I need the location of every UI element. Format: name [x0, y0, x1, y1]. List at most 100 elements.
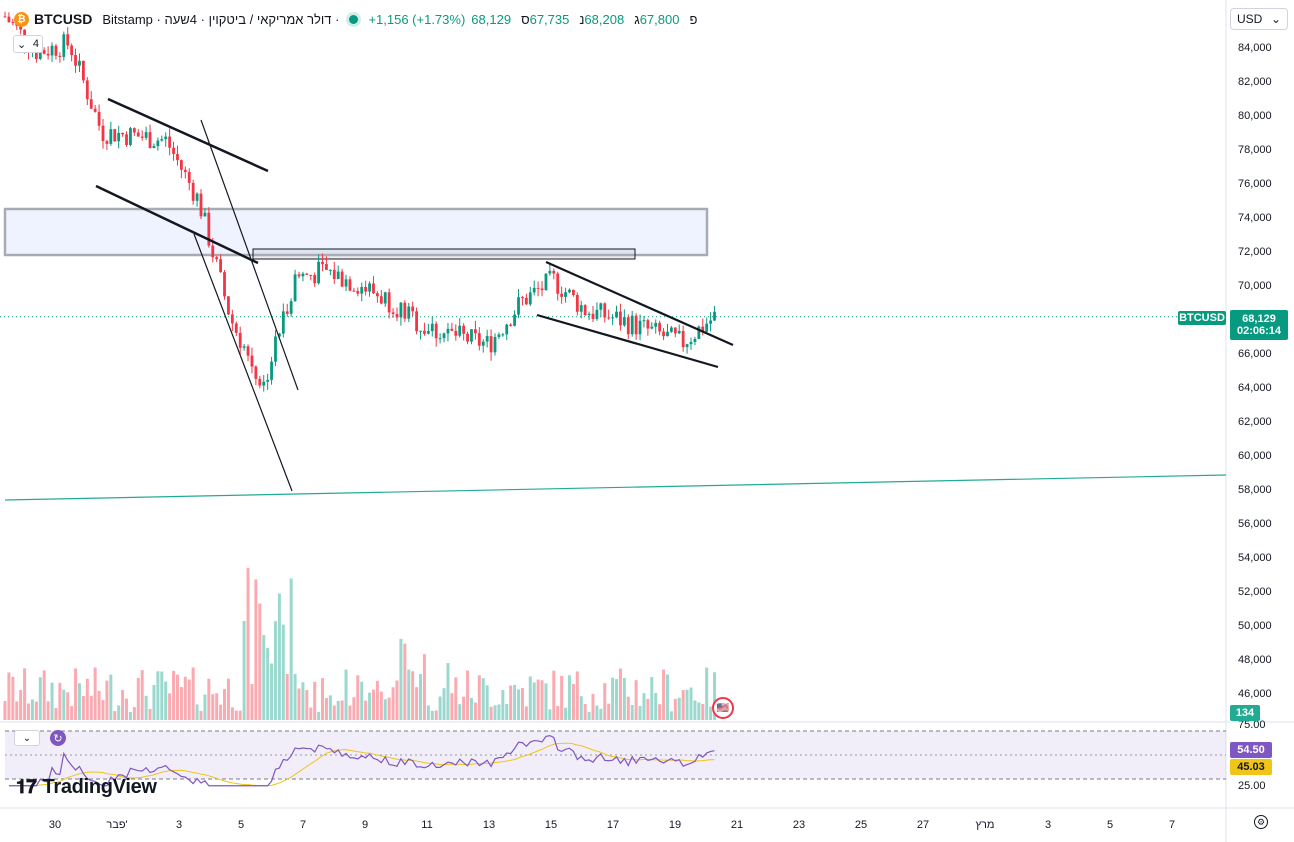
candle-body — [266, 379, 270, 382]
candle-body — [579, 305, 583, 312]
bar-countdown: 02:06:14 — [1236, 325, 1282, 337]
candle-body — [340, 271, 344, 287]
candle-body — [689, 341, 693, 345]
candle-body — [713, 311, 716, 321]
candle-body — [548, 270, 552, 274]
volume-bar — [548, 709, 552, 720]
symbol-name[interactable]: BTCUSD — [34, 11, 93, 27]
refresh-icon[interactable]: ↻ — [50, 730, 66, 746]
volume-bar — [113, 711, 117, 720]
candle-body — [285, 311, 289, 314]
candle-body — [642, 320, 646, 322]
rsi-collapse-button[interactable]: ⌄ — [14, 730, 40, 746]
volume-bar — [665, 674, 669, 720]
volume-bar — [223, 689, 227, 720]
candle-body — [493, 337, 497, 353]
volume-bar — [117, 705, 121, 720]
gear-icon[interactable]: ⚙ — [1254, 815, 1268, 829]
candle-body — [556, 273, 560, 294]
volume-bar — [701, 704, 705, 720]
volume-bar — [415, 687, 419, 720]
volume-bar — [419, 674, 423, 720]
volume-bar — [638, 705, 642, 720]
candle-body — [709, 320, 712, 324]
candle-body — [607, 317, 611, 319]
price-tick-label: 76,000 — [1238, 178, 1272, 190]
volume-bar — [195, 704, 199, 720]
volume-bar — [328, 695, 332, 720]
candle-body — [705, 323, 709, 332]
volume-bar — [379, 691, 383, 720]
volume-bar — [74, 668, 78, 720]
price-tick-label: 62,000 — [1238, 416, 1272, 428]
volume-bar — [132, 707, 136, 720]
volume-bar — [528, 676, 532, 720]
volume-bar — [297, 688, 301, 720]
time-axis-label: 27 — [917, 819, 929, 831]
time-axis-label: 25 — [855, 819, 867, 831]
candle-body — [564, 292, 567, 297]
market-status-icon[interactable] — [349, 14, 359, 24]
volume-bar — [97, 690, 101, 720]
volume-bar — [599, 708, 603, 720]
candle-body — [501, 334, 505, 336]
volume-bar — [215, 693, 219, 720]
candle-body — [681, 330, 685, 348]
candle-body — [407, 306, 411, 319]
candle-body — [544, 273, 548, 291]
candle-body — [513, 314, 516, 326]
volume-bar — [246, 567, 250, 720]
candle-body — [46, 53, 50, 56]
candle-body — [109, 129, 113, 144]
volume-bar — [693, 700, 697, 720]
chevron-down-icon: ⌄ — [17, 38, 27, 51]
volume-bar — [473, 702, 477, 720]
tradingview-logo-icon: 𝟏𝟕 — [16, 776, 37, 798]
volume-bar — [454, 677, 458, 720]
candle-body — [470, 329, 473, 342]
candle-body — [611, 317, 614, 319]
volume-bar — [62, 689, 66, 720]
volume-bar — [497, 704, 501, 720]
volume-bar — [187, 679, 191, 720]
candle-body — [662, 331, 665, 337]
interval-toggle-button[interactable]: ⌄ 4 — [13, 35, 43, 53]
candle-body — [101, 125, 105, 142]
candle-body — [615, 311, 618, 318]
volume-bar — [591, 693, 595, 720]
candle-body — [348, 279, 352, 291]
volume-bar — [450, 693, 454, 720]
volume-bar — [58, 682, 62, 720]
volume-bar — [238, 710, 242, 720]
volume-bar — [77, 683, 81, 720]
volume-bar — [207, 678, 211, 720]
us-flag-event-icon[interactable]: 🇺🇸 — [712, 697, 734, 719]
rsi-ma-value-badge: 45.03 — [1230, 759, 1272, 775]
candle-body — [230, 314, 234, 324]
candle-body — [462, 325, 466, 334]
candle-body — [426, 331, 430, 334]
currency-select[interactable]: USD ⌄ — [1230, 8, 1288, 30]
volume-bar — [607, 703, 611, 720]
candle-body — [54, 45, 58, 56]
candle-body — [113, 129, 117, 142]
candle-body — [591, 313, 595, 319]
volume-bar — [387, 697, 391, 720]
candle-body — [321, 261, 324, 265]
candle-body — [383, 292, 387, 304]
volume-bar — [179, 687, 183, 720]
volume-bar — [15, 701, 19, 720]
volume-bar — [579, 696, 583, 720]
candle-body — [670, 327, 673, 332]
volume-bar — [168, 693, 172, 720]
volume-bar — [66, 692, 70, 720]
candle-body — [136, 132, 140, 137]
symbol-header[interactable]: ₿ BTCUSD · דולר אמריקאי / ביטקוין · 4שעה… — [14, 10, 697, 28]
tradingview-logo[interactable]: 𝟏𝟕 TradingView — [16, 776, 157, 799]
volume-bar — [583, 703, 587, 720]
volume-bar — [658, 704, 662, 720]
time-axis-label: 5 — [1107, 819, 1113, 831]
volume-bar — [42, 670, 46, 720]
volume-bar — [164, 681, 168, 720]
